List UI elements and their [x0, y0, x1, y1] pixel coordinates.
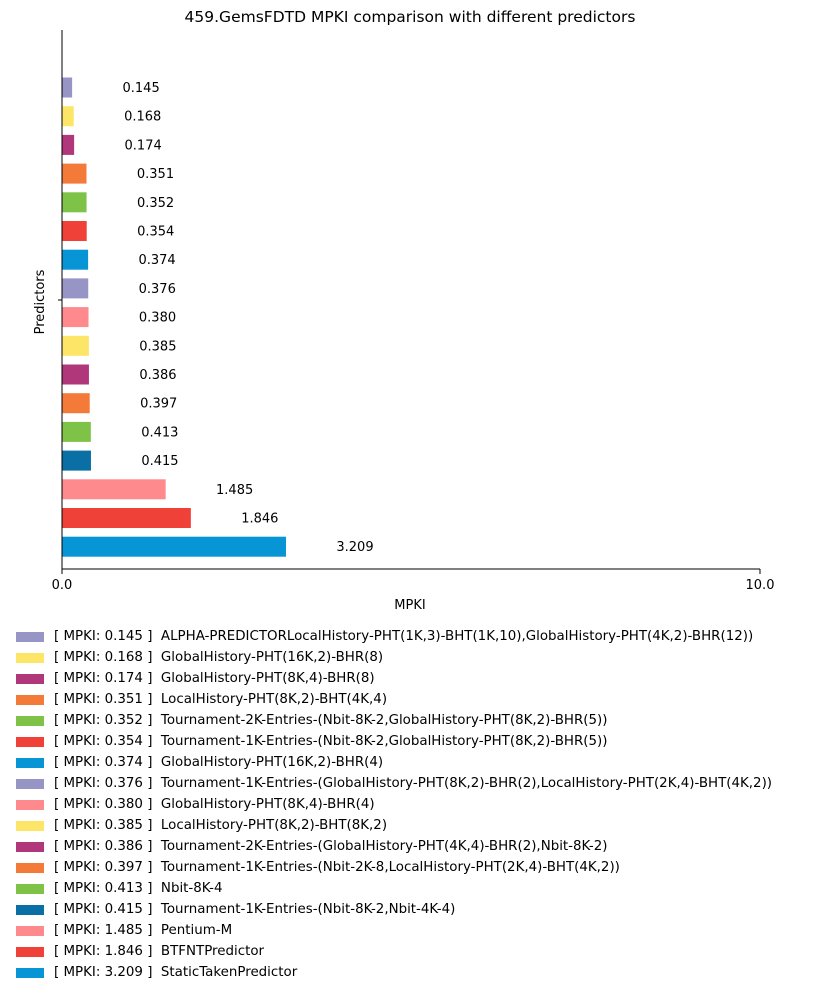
- bar-10: [62, 335, 89, 356]
- legend-swatch: [16, 778, 44, 789]
- legend-item: [ MPKI: 0.380 ] GlobalHistory-PHT(8K,4)-…: [16, 794, 816, 815]
- chart-title: 459.GemsFDTD MPKI comparison with differ…: [185, 8, 636, 26]
- bar-12: [62, 393, 90, 414]
- bar-8: [62, 278, 89, 299]
- x-tick-label: 0.0: [52, 578, 73, 593]
- legend-item: [ MPKI: 0.174 ] GlobalHistory-PHT(8K,4)-…: [16, 668, 816, 689]
- bar-value-label: 0.352: [137, 196, 174, 211]
- bar-7: [62, 249, 89, 270]
- chart-legend: [ MPKI: 0.145 ] ALPHA-PREDICTORLocalHist…: [16, 626, 816, 983]
- legend-swatch: [16, 946, 44, 957]
- bar-value-label: 0.354: [137, 225, 174, 240]
- legend-label: [ MPKI: 0.145 ] ALPHA-PREDICTORLocalHist…: [54, 629, 754, 644]
- bar-value-label: 1.846: [241, 512, 278, 527]
- legend-swatch: [16, 925, 44, 936]
- legend-swatch: [16, 673, 44, 684]
- legend-swatch: [16, 715, 44, 726]
- legend-swatch: [16, 862, 44, 873]
- bar-value-label: 0.351: [137, 167, 174, 182]
- legend-swatch: [16, 820, 44, 831]
- bar-9: [62, 307, 89, 328]
- legend-label: [ MPKI: 0.374 ] GlobalHistory-PHT(16K,2)…: [54, 755, 384, 770]
- legend-item: [ MPKI: 0.415 ] Tournament-1K-Entries-(N…: [16, 899, 816, 920]
- legend-swatch: [16, 904, 44, 915]
- bar-11: [62, 364, 89, 385]
- legend-label: [ MPKI: 0.413 ] Nbit-8K-4: [54, 881, 223, 896]
- legend-label: [ MPKI: 0.380 ] GlobalHistory-PHT(8K,4)-…: [54, 797, 375, 812]
- legend-label: [ MPKI: 3.209 ] StaticTakenPredictor: [54, 965, 298, 980]
- bar-value-label: 0.168: [124, 110, 161, 125]
- legend-swatch: [16, 652, 44, 663]
- legend-label: [ MPKI: 0.352 ] Tournament-2K-Entries-(N…: [54, 713, 608, 728]
- bar-14: [62, 450, 91, 471]
- legend-item: [ MPKI: 0.397 ] Tournament-1K-Entries-(N…: [16, 857, 816, 878]
- legend-item: [ MPKI: 0.351 ] LocalHistory-PHT(8K,2)-B…: [16, 689, 816, 710]
- legend-swatch: [16, 631, 44, 642]
- bar-value-label: 0.145: [123, 81, 160, 96]
- bar-17: [62, 536, 286, 557]
- y-axis-label: Predictors: [33, 269, 48, 334]
- legend-label: [ MPKI: 0.354 ] Tournament-1K-Entries-(N…: [54, 734, 608, 749]
- legend-item: [ MPKI: 0.376 ] Tournament-1K-Entries-(G…: [16, 773, 816, 794]
- x-axis-label: MPKI: [394, 598, 425, 613]
- legend-swatch: [16, 757, 44, 768]
- bar-value-label: 3.209: [336, 540, 373, 555]
- bar-value-label: 0.374: [138, 253, 175, 268]
- legend-swatch: [16, 841, 44, 852]
- bar-5: [62, 192, 87, 213]
- bar-value-label: 0.415: [141, 454, 178, 469]
- bar-value-label: 0.376: [139, 282, 176, 297]
- bar-value-label: 0.385: [139, 339, 176, 354]
- bar-value-label: 0.386: [139, 368, 176, 383]
- legend-label: [ MPKI: 0.386 ] Tournament-2K-Entries-(G…: [54, 839, 608, 854]
- legend-item: [ MPKI: 0.168 ] GlobalHistory-PHT(16K,2)…: [16, 647, 816, 668]
- legend-label: [ MPKI: 0.376 ] Tournament-1K-Entries-(G…: [54, 776, 773, 791]
- bar-6: [62, 221, 87, 241]
- x-ticks-layer: 0.0 10.0: [52, 569, 775, 593]
- legend-item: [ MPKI: 0.354 ] Tournament-1K-Entries-(N…: [16, 731, 816, 752]
- legend-label: [ MPKI: 0.168 ] GlobalHistory-PHT(16K,2)…: [54, 650, 384, 665]
- legend-item: [ MPKI: 0.413 ] Nbit-8K-4: [16, 878, 816, 899]
- legend-label: [ MPKI: 0.415 ] Tournament-1K-Entries-(N…: [54, 902, 456, 917]
- legend-label: [ MPKI: 1.485 ] Pentium-M: [54, 923, 233, 938]
- legend-item: [ MPKI: 1.485 ] Pentium-M: [16, 920, 816, 941]
- legend-swatch: [16, 967, 44, 978]
- legend-swatch: [16, 799, 44, 810]
- legend-item: [ MPKI: 3.209 ] StaticTakenPredictor: [16, 962, 816, 983]
- legend-label: [ MPKI: 0.397 ] Tournament-1K-Entries-(N…: [54, 860, 620, 875]
- legend-swatch: [16, 883, 44, 894]
- legend-item: [ MPKI: 0.374 ] GlobalHistory-PHT(16K,2)…: [16, 752, 816, 773]
- legend-swatch: [16, 736, 44, 747]
- x-tick-label: 10.0: [746, 578, 775, 593]
- bar-value-label: 1.485: [216, 483, 253, 498]
- legend-label: [ MPKI: 0.351 ] LocalHistory-PHT(8K,2)-B…: [54, 692, 388, 707]
- legend-item: [ MPKI: 1.846 ] BTFNTPredictor: [16, 941, 816, 962]
- legend-label: [ MPKI: 0.385 ] LocalHistory-PHT(8K,2)-B…: [54, 818, 388, 833]
- bar-value-label: 0.413: [141, 425, 178, 440]
- bar-value-label: 0.174: [125, 138, 162, 153]
- bar-16: [62, 508, 191, 528]
- legend-label: [ MPKI: 0.174 ] GlobalHistory-PHT(8K,4)-…: [54, 671, 375, 686]
- legend-swatch: [16, 694, 44, 705]
- legend-item: [ MPKI: 0.386 ] Tournament-2K-Entries-(G…: [16, 836, 816, 857]
- bar-15: [62, 479, 166, 500]
- legend-label: [ MPKI: 1.846 ] BTFNTPredictor: [54, 944, 265, 959]
- bar-4: [62, 163, 87, 184]
- bar-1: [62, 77, 73, 98]
- bars-layer: 0.145 0.168 0.174 0.351 0.352 0.354 0.374 0.376…: [62, 77, 374, 557]
- bar-13: [62, 421, 91, 442]
- bar-value-label: 0.380: [139, 311, 176, 326]
- legend-item: [ MPKI: 0.385 ] LocalHistory-PHT(8K,2)-B…: [16, 815, 816, 836]
- bar-value-label: 0.397: [140, 397, 177, 412]
- chart-canvas: 459.GemsFDTD MPKI comparison with differ…: [33, 8, 775, 613]
- legend-item: [ MPKI: 0.145 ] ALPHA-PREDICTORLocalHist…: [16, 626, 816, 647]
- legend-item: [ MPKI: 0.352 ] Tournament-2K-Entries-(N…: [16, 710, 816, 731]
- bar-2: [62, 106, 74, 127]
- bar-3: [62, 134, 75, 155]
